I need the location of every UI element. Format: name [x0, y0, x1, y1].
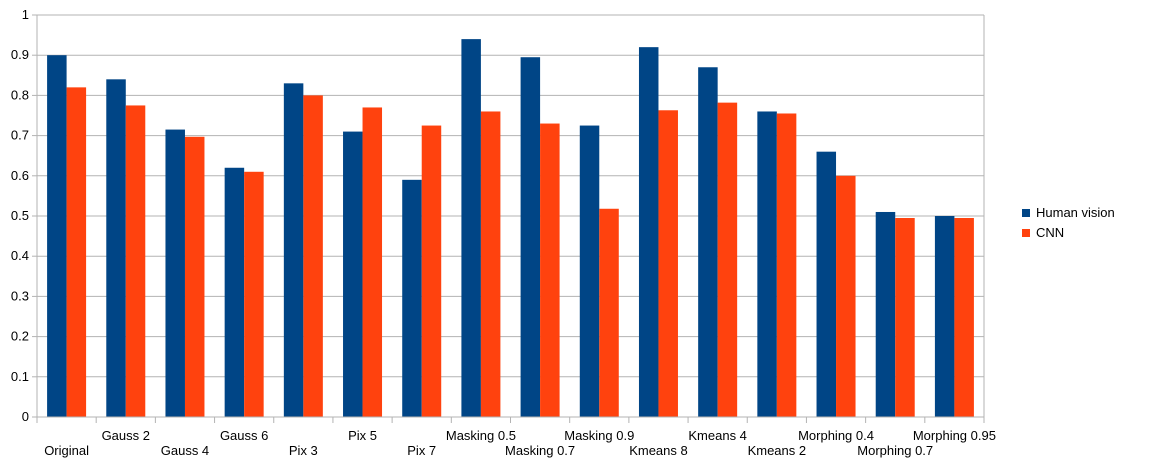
- bar-cnn: [362, 107, 383, 418]
- y-tick-label: 0.5: [11, 208, 29, 223]
- bar-human-vision: [402, 179, 422, 417]
- x-tick-label: Morphing 0.7: [857, 443, 933, 458]
- y-tick-label: 0.8: [11, 87, 29, 102]
- x-tick-label: Kmeans 4: [688, 428, 747, 443]
- x-tick-label: Morphing 0.4: [798, 428, 874, 443]
- bar-cnn: [421, 125, 442, 418]
- legend-swatch: [1022, 209, 1030, 217]
- bar-human-vision: [875, 211, 896, 417]
- y-tick-label: 0.3: [11, 288, 29, 303]
- legend-swatch: [1022, 229, 1030, 237]
- x-tick-label: Masking 0.7: [505, 443, 575, 458]
- x-tick-label: Masking 0.9: [564, 428, 634, 443]
- bar-cnn: [125, 105, 146, 417]
- bar-cnn: [658, 110, 678, 418]
- bar-cnn: [895, 218, 915, 417]
- x-tick-label: Gauss 6: [220, 428, 268, 443]
- bar-cnn: [776, 113, 797, 418]
- y-tick-label: 1: [22, 7, 29, 22]
- bar-cnn: [303, 95, 323, 418]
- y-tick-label: 0.9: [11, 47, 29, 62]
- x-tick-label: Kmeans 2: [748, 443, 807, 458]
- y-tick-label: 0.4: [11, 248, 29, 263]
- bar-human-vision: [461, 39, 481, 418]
- y-tick-label: 0.6: [11, 168, 29, 183]
- bar-human-vision: [579, 125, 600, 418]
- bar-human-vision: [343, 131, 363, 417]
- y-tick-label: 0: [22, 409, 29, 424]
- bar-cnn: [954, 218, 974, 417]
- bar-human-vision: [698, 67, 718, 417]
- x-tick-label: Pix 7: [407, 443, 436, 458]
- bar-cnn: [244, 171, 264, 417]
- legend-label: CNN: [1036, 225, 1064, 240]
- bar-human-vision: [816, 151, 837, 417]
- x-tick-labels: Original Gauss 2 Gauss 4 Gauss 6 Pix 3 Pix 5 P…: [44, 428, 996, 458]
- x-tick-label: Gauss 2: [102, 428, 150, 443]
- bars: [47, 39, 974, 418]
- bar-human-vision: [224, 167, 245, 417]
- y-tick-labels: 0 0.1 0.2 0.3 0.4 0.5 0.6 0.7 0.8 0.9 1: [11, 7, 29, 424]
- bar-human-vision: [520, 57, 541, 418]
- x-tick-label: Pix 3: [289, 443, 318, 458]
- y-tick-label: 0.7: [11, 128, 29, 143]
- bar-cnn: [184, 136, 205, 417]
- bar-cnn: [540, 123, 560, 417]
- x-tick-label: Masking 0.5: [446, 428, 516, 443]
- bar-human-vision: [283, 83, 304, 417]
- bar-human-vision: [638, 47, 659, 417]
- bar-cnn: [66, 87, 87, 418]
- x-tick-label: Pix 5: [348, 428, 377, 443]
- x-tick-label: Gauss 4: [161, 443, 209, 458]
- bar-human-vision: [934, 216, 955, 417]
- legend-label: Human vision: [1036, 205, 1115, 220]
- bar-human-vision: [106, 79, 126, 417]
- y-tick-label: 0.1: [11, 369, 29, 384]
- legend: Human vision CNN: [1022, 205, 1115, 240]
- x-tick-label: Kmeans 8: [629, 443, 688, 458]
- y-tick-label: 0.2: [11, 329, 29, 344]
- bar-human-vision: [47, 55, 67, 417]
- bar-human-vision: [165, 129, 185, 417]
- x-tick-label: Original: [44, 443, 89, 458]
- bar-human-vision: [757, 111, 777, 417]
- axes: [32, 14, 985, 423]
- bar-cnn: [717, 102, 738, 418]
- bar-cnn: [599, 208, 619, 417]
- x-tick-label: Morphing 0.95: [913, 428, 996, 443]
- bar-cnn: [480, 111, 501, 417]
- bar-cnn: [836, 175, 856, 417]
